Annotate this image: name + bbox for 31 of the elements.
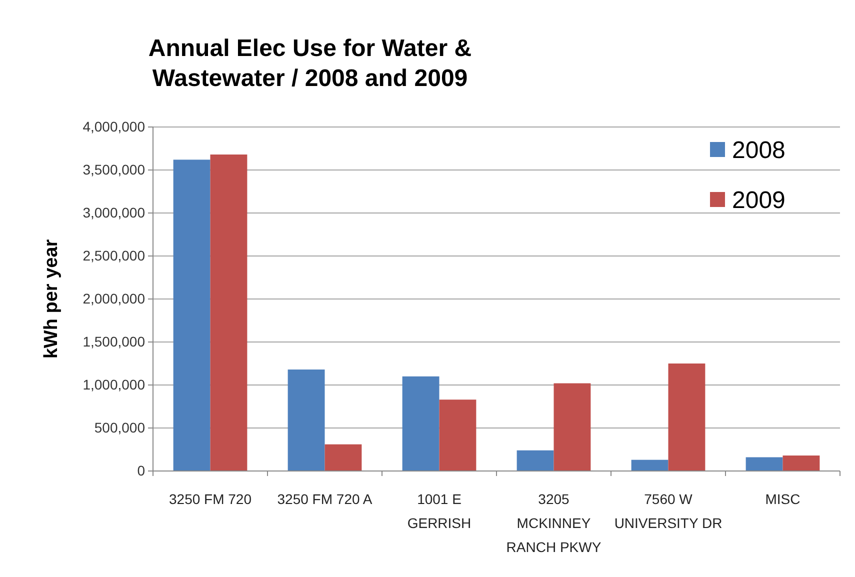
y-tick-label: 3,000,000 bbox=[82, 204, 146, 220]
bar bbox=[210, 154, 248, 471]
y-tick-label: 0 bbox=[137, 462, 146, 478]
x-tick-label: 1001 E GERRISH bbox=[407, 491, 472, 531]
y-tick-label: 3,500,000 bbox=[82, 161, 146, 178]
chart-title: Annual Elec Use for Water & Wastewater / 2008 and 2009 bbox=[148, 35, 472, 92]
bar bbox=[631, 460, 668, 471]
x-tick-label: MISC bbox=[765, 491, 800, 507]
x-tick-label: 7560 W UNIVERSITY DR bbox=[614, 491, 722, 531]
bar bbox=[402, 376, 440, 471]
bar bbox=[439, 400, 476, 471]
bar bbox=[173, 160, 210, 471]
bar bbox=[746, 457, 783, 471]
bar bbox=[668, 364, 706, 471]
bar bbox=[554, 383, 591, 471]
y-tick-label: 1,000,000 bbox=[82, 376, 146, 392]
y-axis-title: kWh per year bbox=[41, 238, 62, 359]
legend-label: 2008 bbox=[732, 137, 786, 164]
x-tick-label: 3205 MCKINNEY RANCH PKWY bbox=[506, 491, 602, 555]
bar bbox=[516, 450, 554, 471]
y-tick-label: 500,000 bbox=[94, 419, 146, 436]
x-tick-label: 3250 FM 720 bbox=[169, 491, 252, 507]
y-tick-label: 2,500,000 bbox=[82, 247, 146, 264]
bar bbox=[324, 444, 362, 471]
bar bbox=[288, 370, 325, 471]
x-tick-label: 3250 FM 720 A bbox=[277, 491, 373, 507]
y-tick-label: 4,000,000 bbox=[82, 118, 146, 134]
bar bbox=[782, 456, 820, 471]
y-tick-label: 1,500,000 bbox=[82, 333, 146, 350]
y-tick-label: 2,000,000 bbox=[82, 290, 146, 306]
legend-label: 2009 bbox=[732, 187, 786, 214]
